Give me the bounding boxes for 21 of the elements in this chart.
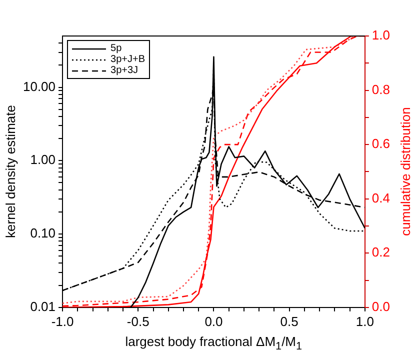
y-axis-title: kernel density estimate <box>2 105 18 238</box>
y-tick-label: 0.10 <box>30 226 56 241</box>
x-tick-label: 0.0 <box>204 314 223 329</box>
x-tick-label: -0.5 <box>126 314 150 329</box>
x-tick-label: -1.0 <box>51 314 74 329</box>
x-tick-label: 1.0 <box>356 314 374 329</box>
x-tick-label: 0.5 <box>280 314 298 329</box>
y-tick-label: 10.00 <box>22 78 56 94</box>
x-axis-title: largest body fractional ΔM$_{1}$/M$_{1}$ <box>125 334 302 352</box>
y2-tick-label: 0.4 <box>372 190 390 206</box>
legend-label: 3p+3J <box>110 65 138 76</box>
y2-tick-label: 0.2 <box>372 244 390 260</box>
y2-tick-label: 0.0 <box>372 298 390 314</box>
legend-label: 3p+J+B <box>110 54 146 65</box>
y2-axis-title: cumulative distribution <box>397 107 412 236</box>
y2-tick-label: 0.8 <box>372 82 390 97</box>
legend-label: 5p <box>110 43 122 54</box>
y2-tick-label: 1.0 <box>372 28 390 43</box>
y-tick-label: 0.01 <box>30 298 56 314</box>
y-tick-label: 1.00 <box>30 152 56 168</box>
y2-tick-label: 0.6 <box>372 136 390 152</box>
